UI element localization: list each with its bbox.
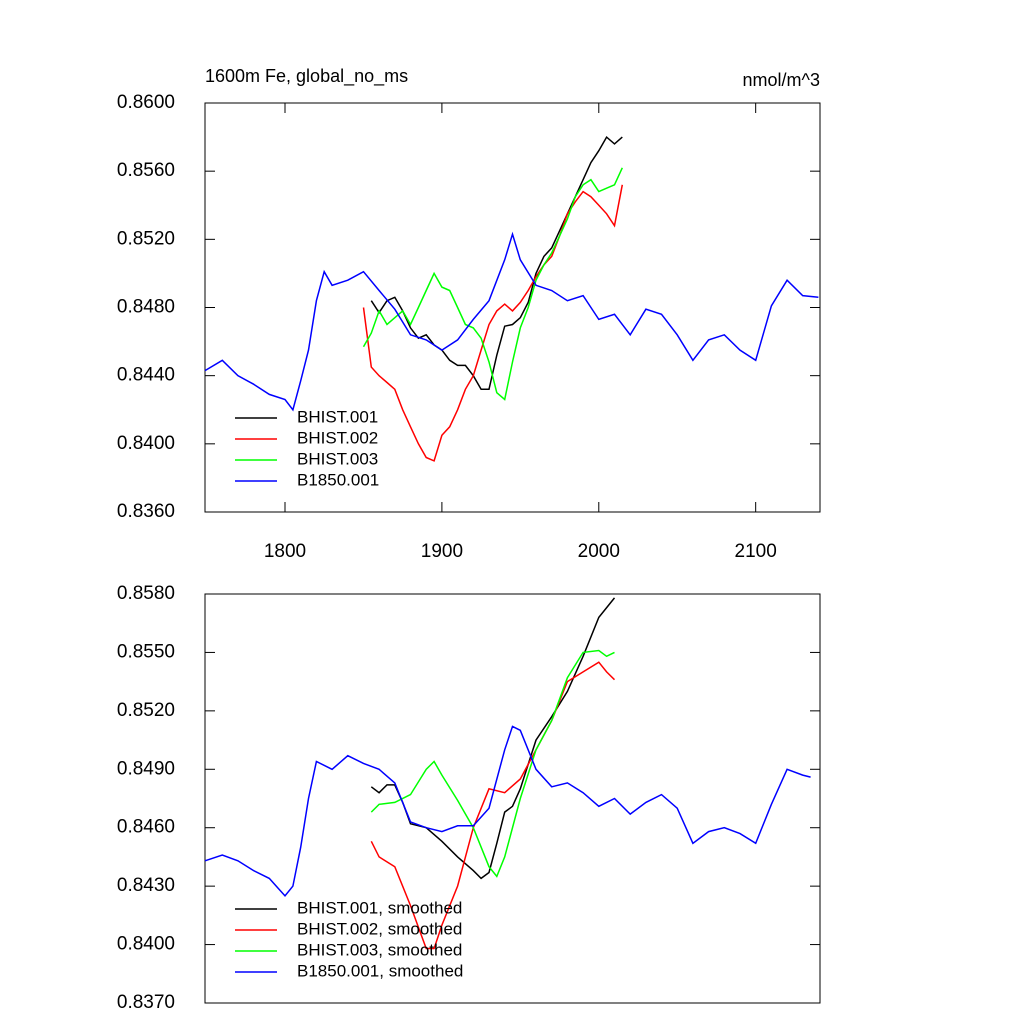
x-tick-label: 1900 — [421, 541, 463, 562]
legend-label: BHIST.003 — [297, 449, 378, 468]
y-tick-label: 0.8430 — [117, 875, 175, 896]
data-line — [362, 184, 624, 462]
plot-frame — [204, 593, 821, 1004]
y-tick-label: 0.8520 — [117, 228, 175, 249]
data-line — [204, 231, 819, 412]
x-tick-label: 2000 — [578, 541, 620, 562]
units-label: nmol/m^3 — [743, 70, 820, 90]
y-tick-label: 0.8580 — [117, 583, 175, 604]
data-line — [370, 135, 623, 391]
y-tick-label: 0.8520 — [117, 700, 175, 721]
y-tick-label: 0.8550 — [117, 641, 175, 662]
x-tick-label: 1800 — [264, 541, 306, 562]
data-line — [204, 725, 811, 898]
y-tick-label: 0.8490 — [117, 758, 175, 779]
legend-label: BHIST.003, smoothed — [297, 940, 462, 959]
y-tick-label: 0.8480 — [117, 297, 175, 318]
y-tick-label: 0.8440 — [117, 365, 175, 386]
legend-label: B1850.001 — [297, 470, 379, 489]
data-line — [370, 661, 616, 950]
y-tick-label: 0.8600 — [117, 92, 175, 113]
y-tick-label: 0.8370 — [117, 992, 175, 1013]
data-line — [362, 167, 623, 401]
y-tick-label: 0.8560 — [117, 160, 175, 181]
data-line — [370, 649, 615, 878]
y-tick-label: 0.8400 — [117, 934, 175, 955]
x-tick-label: 2100 — [735, 541, 777, 562]
legend-label: BHIST.002, smoothed — [297, 919, 462, 938]
legend-label: B1850.001, smoothed — [297, 961, 463, 980]
y-tick-label: 0.8360 — [117, 501, 175, 522]
legend-label: BHIST.001 — [297, 407, 378, 426]
data-line — [370, 597, 616, 880]
legend-label: BHIST.002 — [297, 428, 378, 447]
y-tick-label: 0.8460 — [117, 817, 175, 838]
y-tick-label: 0.8400 — [117, 433, 175, 454]
legend-label: BHIST.001, smoothed — [297, 898, 462, 917]
chart-title: 1600m Fe, global_no_ms — [205, 66, 408, 87]
